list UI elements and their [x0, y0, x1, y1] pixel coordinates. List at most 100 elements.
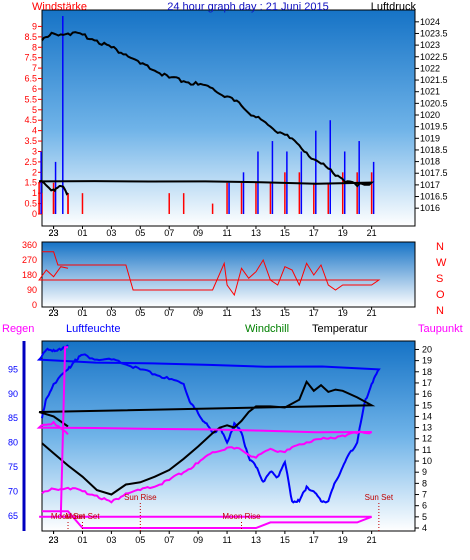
temperature-axis-tick-label: 11 — [422, 445, 431, 455]
temperature-axis-tick-label: 19 — [422, 356, 432, 366]
windchill-label: Windchill — [245, 323, 289, 335]
pressure-axis-tick-label: 1016.5 — [420, 192, 448, 202]
direction-axis-tick-label: 0 — [32, 300, 37, 310]
wind-axis-tick-label: 5 — [32, 105, 37, 115]
event-label: Moon Set — [51, 512, 86, 521]
humidity-line — [36, 344, 381, 504]
dewpoint-line — [36, 420, 373, 504]
direction-axis-tick-label: 180 — [22, 270, 37, 280]
pressure-axis-tick-label: 1024 — [420, 17, 440, 27]
humidity-axis-tick-label: 80 — [8, 438, 18, 448]
x-axis-tick-label: 17 — [309, 535, 319, 545]
x-axis-tick-label: 15 — [280, 308, 290, 318]
x-axis-tick-label: 07 — [164, 308, 174, 318]
compass-label: W — [436, 257, 447, 269]
x-axis-tick-label: 13 — [251, 228, 261, 238]
temperature-axis-tick-label: 17 — [422, 378, 432, 388]
pressure-axis-tick-label: 1021 — [420, 87, 440, 97]
panel2-background — [41, 241, 416, 308]
x-axis-tick-label: 21 — [367, 535, 377, 545]
wind-axis-tick-label: 4.5 — [24, 115, 37, 125]
pressure-axis-tick-label: 1016 — [420, 203, 440, 213]
temperature-line — [38, 379, 376, 496]
pressure-line — [38, 31, 375, 196]
temperature-label: Temperatur — [312, 323, 368, 335]
x-axis-tick-label: 17 — [309, 308, 319, 318]
dewpoint-label: Taupunkt — [418, 323, 463, 335]
direction-axis-tick-label: 90 — [27, 285, 37, 295]
pressure-axis-tick-label: 1021.5 — [420, 75, 448, 85]
x-axis-tick-label: 09 — [193, 308, 203, 318]
wind-axis-tick-label: 0 — [32, 209, 37, 219]
x-axis-tick-label: 05 — [135, 228, 145, 238]
pressure-axis-tick-label: 1019 — [420, 133, 440, 143]
pressure-axis-tick-label: 1018 — [420, 157, 440, 167]
wind-axis-tick-label: 9 — [32, 21, 37, 31]
temperature-axis-tick-label: 13 — [422, 423, 432, 433]
wind-axis-tick-label: 8 — [32, 42, 37, 52]
x-axis-tick-label: 01 — [77, 228, 87, 238]
x-axis-tick-label: 23 — [49, 535, 59, 545]
compass-label: N — [436, 241, 444, 253]
wind-axis-tick-label: 7.5 — [24, 53, 37, 63]
wind-axis-tick-label: 7 — [32, 63, 37, 73]
pressure-axis-tick-label: 1023.5 — [420, 28, 448, 38]
x-axis-tick-label: 03 — [106, 535, 116, 545]
temperature-axis-tick-label: 20 — [422, 344, 432, 354]
temperature-axis-tick-label: 16 — [422, 389, 432, 399]
x-axis-tick-label: 23 — [49, 228, 59, 238]
humidity-axis-tick-label: 70 — [8, 486, 18, 496]
wind-axis-tick-label: 6.5 — [24, 74, 37, 84]
x-axis-tick-label: 03 — [106, 228, 116, 238]
x-axis-tick-label: 09 — [193, 228, 203, 238]
x-axis-tick-label: 05 — [135, 308, 145, 318]
pressure-axis-tick-label: 1022.5 — [420, 52, 448, 62]
compass-label: S — [436, 273, 443, 285]
pressure-axis-tick-label: 1020.5 — [420, 98, 448, 108]
wind-axis-tick-label: 1 — [32, 188, 37, 198]
x-axis-tick-label: 19 — [338, 228, 348, 238]
pressure-label: Luftdruck — [371, 1, 417, 13]
x-axis-tick-label: 15 — [280, 228, 290, 238]
humidity-axis-tick-label: 75 — [8, 462, 18, 472]
x-axis-tick-label: 03 — [106, 308, 116, 318]
temperature-axis-tick-label: 9 — [422, 467, 427, 477]
pressure-axis-tick-label: 1019.5 — [420, 122, 448, 132]
pressure-axis-tick-label: 1018.5 — [420, 145, 448, 155]
x-axis-tick-label: 13 — [251, 535, 261, 545]
x-axis-tick-label: 21 — [367, 228, 377, 238]
event-label: Sun Set — [365, 493, 394, 502]
compass-label: N — [436, 305, 444, 317]
pressure-axis-tick-label: 1023 — [420, 40, 440, 50]
wind-axis-tick-label: 3.5 — [24, 136, 37, 146]
direction-axis-tick-label: 360 — [22, 240, 37, 250]
temperature-axis-tick-label: 15 — [422, 400, 432, 410]
humidity-axis-tick-label: 85 — [8, 413, 18, 423]
x-axis-tick-label: 23 — [49, 535, 59, 545]
wind-axis-tick-label: 3 — [32, 146, 37, 156]
wind-axis-tick-label: 4 — [32, 126, 37, 136]
temperature-axis-tick-label: 14 — [422, 411, 432, 421]
wind-axis-tick-label: 0.5 — [24, 199, 37, 209]
x-axis-tick-label: 07 — [164, 535, 174, 545]
x-axis-tick-label: 23 — [49, 308, 59, 318]
event-label: Moon Rise — [222, 512, 261, 521]
event-label: Sun Rise — [124, 493, 157, 502]
x-axis-tick-label: 01 — [77, 308, 87, 318]
temperature-axis-tick-label: 12 — [422, 434, 432, 444]
temperature-axis-tick-label: 8 — [422, 478, 427, 488]
direction-axis-tick-label: 270 — [22, 255, 37, 265]
humidity-axis-tick-label: 65 — [8, 511, 18, 521]
x-axis-tick-label: 19 — [338, 535, 348, 545]
temperature-axis-tick-label: 4 — [422, 523, 427, 533]
wind-direction-line — [38, 251, 381, 297]
temperature-axis-tick-label: 7 — [422, 490, 427, 500]
wind-axis-tick-label: 2 — [32, 167, 37, 177]
chart-title: 24 hour graph day : 21 Juni 2015 — [167, 1, 328, 13]
event-label: Moon Set — [65, 512, 100, 521]
humidity-axis-tick-label: 90 — [8, 389, 18, 399]
wind-axis-tick-label: 8.5 — [24, 32, 37, 42]
wind-axis-tick-label: 2.5 — [24, 157, 37, 167]
